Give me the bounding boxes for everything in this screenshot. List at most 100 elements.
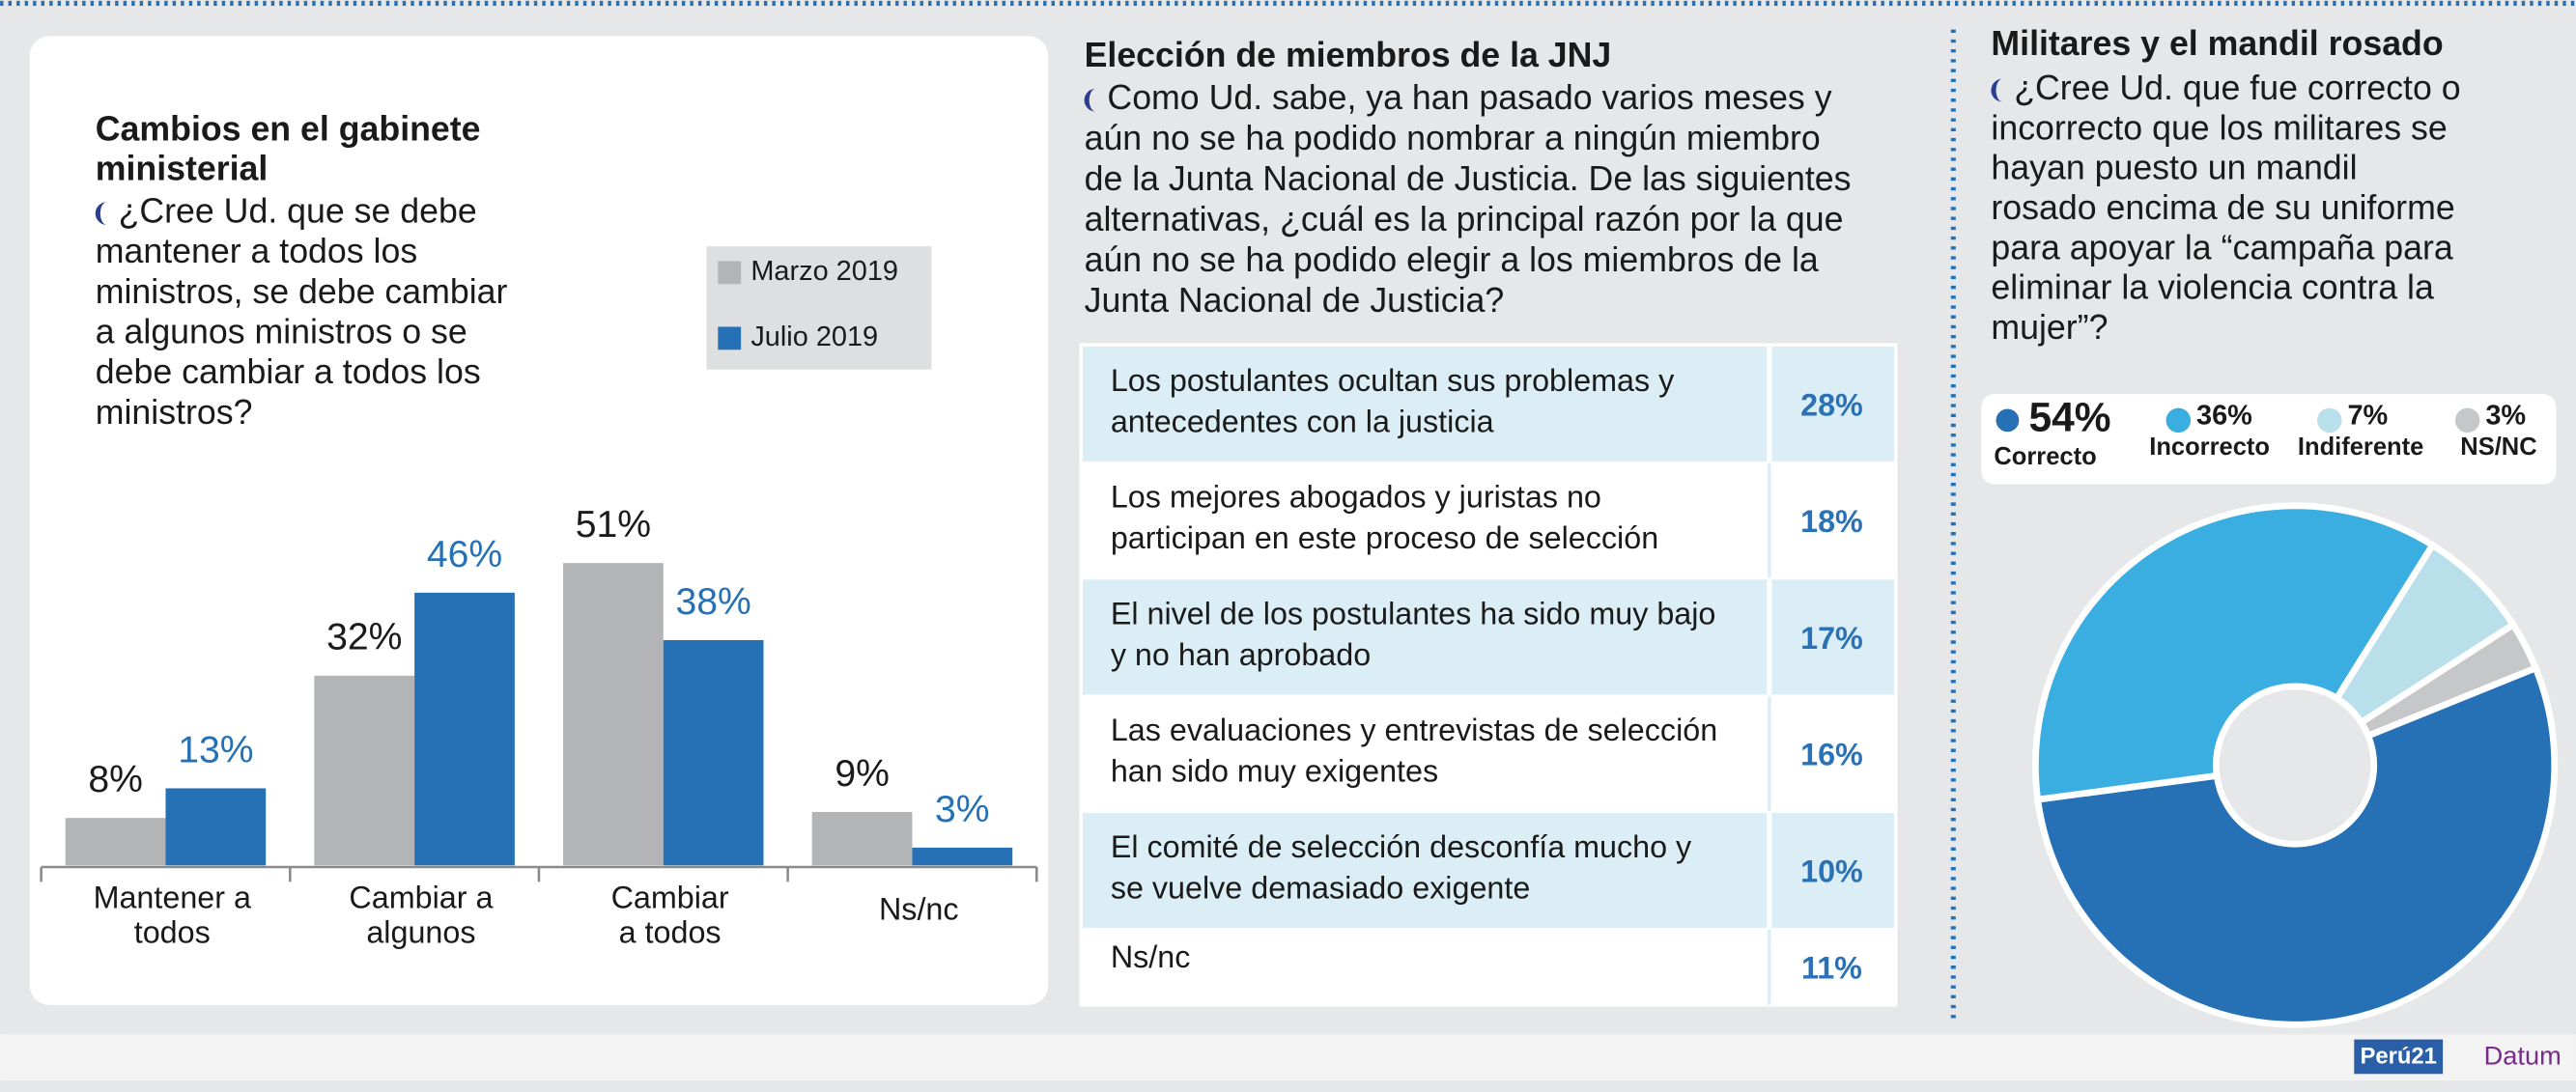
row-label: antecedentes con la justicia [1111,404,1494,438]
bar [314,675,415,866]
footer-band [0,1034,2576,1081]
question-line: mujer”? [1991,308,2108,347]
pie-slice [2033,663,2559,1028]
question-line: ¿Cree Ud. que fue correcto o [2014,69,2460,107]
logo-box [2354,1039,2444,1075]
x-tick-label: Ns/nc [879,891,959,926]
legend-value: 3% [2485,401,2526,432]
legend-value: 7% [2347,401,2388,432]
value-label: 3% [935,789,990,830]
question-line: Como Ud. sabe, ya han pasado varios mese… [1107,78,1831,117]
row-label: El nivel de los postulantes ha sido muy … [1111,596,1716,630]
chart-title: Militares y el mandil rosado [1991,24,2443,63]
legend-label: NS/NC [2460,434,2536,461]
pie-slice [2356,620,2540,741]
row-value: 17% [1800,621,1863,656]
legend-value: 36% [2196,401,2252,432]
value-label: 38% [676,581,751,623]
question-line: Junta Nacional de Justicia? [1085,281,1505,320]
row-value: 18% [1800,504,1863,539]
question-line: aún no se ha podido elegir a los miembro… [1085,240,1819,279]
row-label: Ns/nc [1111,939,1191,974]
legend-label: Julio 2019 [750,322,878,352]
bar [663,639,764,866]
row-label: han sido muy exigentes [1111,754,1438,789]
table-row [1082,579,1895,695]
value-label: 13% [178,729,253,770]
row-label: Los mejores abogados y juristas no [1111,480,1601,515]
table-row [1082,462,1895,578]
question-line: eliminar la violencia contra la [1991,268,2434,307]
legend-label: Indiferente [2298,434,2423,461]
logo-peru21: Perú21 [2361,1044,2437,1070]
legend-value: 54% [2029,396,2111,441]
question-line: incorrecto que los militares se [1991,108,2447,147]
row-value: 28% [1800,387,1863,422]
legend-label: Marzo 2019 [750,256,898,287]
value-label: 32% [326,617,402,658]
question-line: mantener a todos los [96,232,417,270]
value-label: 46% [427,534,502,575]
table-row [1082,346,1895,462]
x-tick-label: a todos [619,914,722,949]
x-tick-label: Mantener a [94,881,251,915]
legend-label: Correcto [1994,443,2096,470]
chart-title: Cambios en el gabinete [96,109,481,148]
legend-box [1981,394,2557,485]
question-line: alternativas, ¿cuál es la principal razó… [1085,200,1844,238]
value-label: 8% [88,759,143,800]
pie-slice [2031,502,2438,803]
legend-dot [2317,407,2342,434]
question-line: de la Junta Nacional de Justicia. De las… [1085,159,1852,198]
question-line: ¿Cree Ud. que se debe [119,192,477,231]
row-label: El comité de selección desconfía mucho y [1111,829,1692,864]
table-row [1082,812,1895,928]
row-label: Los postulantes ocultan sus problemas y [1111,363,1675,398]
row-value: 16% [1800,738,1863,772]
logo-datum: Datum [2484,1040,2562,1070]
bar [165,788,267,866]
row-label: y no han aprobado [1111,637,1371,672]
row-value: 10% [1800,854,1863,888]
question-line: para apoyar la “campaña para [1991,228,2452,266]
question-line: a algunos ministros o se [96,313,467,351]
bar [912,847,1013,866]
row-label: Las evaluaciones y entrevistas de selecc… [1111,713,1717,747]
question-line: ministros, se debe cambiar [96,272,508,311]
question-line: hayan puesto un mandil [1991,149,2357,187]
table-row [1082,696,1895,812]
question-line: debe cambiar a todos los [96,352,481,391]
question-icon [95,202,107,226]
bar [563,563,664,866]
x-tick-label: Cambiar [611,881,729,915]
table-title: Elección de miembros de la JNJ [1085,36,1612,74]
bar [414,592,515,866]
legend-swatch [718,326,742,350]
value-label: 51% [576,504,651,546]
legend-dot [2166,407,2192,434]
bar [65,818,166,866]
legend-box [706,246,932,370]
question-icon [1084,88,1096,112]
row-label: participan en este proceso de selección [1111,520,1658,555]
donut-hole [2219,689,2371,841]
bar [811,812,913,866]
question-icon [1991,78,2003,102]
x-tick-label: Cambiar a [349,881,493,915]
question-line: ministros? [96,393,253,432]
legend-swatch [718,261,742,285]
question-line: aún no se ha podido nombrar a ningún mie… [1085,119,1821,157]
chart-title: ministerial [96,149,269,187]
question-line: rosado encima de su uniforme [1991,188,2454,227]
legend-dot [2454,407,2480,434]
table-row [1082,929,1895,1005]
x-tick-label: algunos [366,914,475,949]
row-value: 11% [1801,951,1862,986]
legend-dot [1996,408,2020,433]
row-label: se vuelve demasiado exigente [1111,870,1530,905]
x-tick-label: todos [134,914,211,949]
value-label: 9% [835,753,890,795]
legend-label: Incorrecto [2149,434,2270,461]
